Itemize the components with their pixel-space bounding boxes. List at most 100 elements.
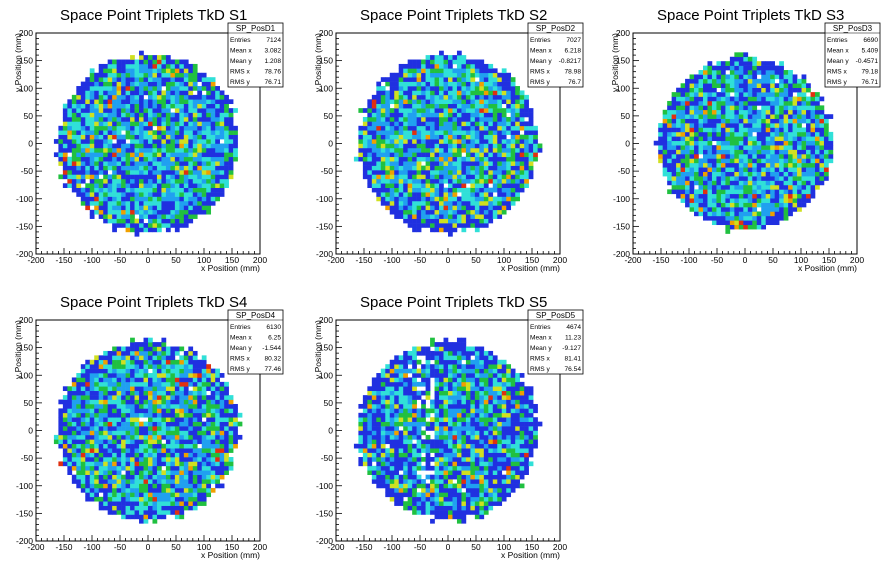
heatmap-cell — [774, 74, 780, 80]
heatmap-cell — [94, 103, 100, 109]
heatmap-cell — [71, 121, 77, 127]
heatmap-cell — [394, 147, 400, 153]
heatmap-cell — [197, 130, 203, 135]
stats-value: 1.208 — [264, 58, 281, 65]
heatmap-cell — [403, 214, 408, 219]
heatmap-cell — [801, 162, 807, 168]
heatmap-cell — [161, 426, 167, 431]
heatmap-cell — [130, 448, 135, 453]
heatmap-cell — [434, 178, 440, 184]
heatmap-cell — [107, 408, 113, 414]
heatmap-cell — [183, 165, 189, 171]
heatmap-cell — [479, 223, 485, 228]
heatmap-cell — [197, 86, 203, 91]
heatmap-cell — [174, 390, 180, 396]
heatmap-cell — [671, 171, 677, 177]
heatmap-cell — [729, 207, 735, 212]
heatmap-cell — [765, 92, 771, 97]
heatmap-cell — [139, 139, 144, 144]
heatmap-cell — [761, 127, 767, 133]
heatmap-cell — [121, 359, 126, 365]
heatmap-cell — [219, 192, 225, 197]
heatmap-cell — [815, 158, 820, 164]
heatmap-cell — [456, 77, 462, 82]
heatmap-cell — [770, 171, 775, 177]
heatmap-cell — [152, 487, 158, 493]
heatmap-cell — [452, 103, 458, 109]
heatmap-cell — [815, 171, 820, 177]
heatmap-cell — [148, 116, 153, 122]
heatmap-cell — [716, 176, 722, 181]
heatmap-cell — [80, 143, 86, 149]
heatmap-cell — [94, 99, 100, 105]
heatmap-cell — [219, 161, 225, 166]
heatmap-cell — [148, 205, 153, 211]
heatmap-cell — [403, 108, 408, 113]
heatmap-cell — [797, 176, 802, 181]
heatmap-cell — [89, 196, 95, 202]
heatmap-cell — [156, 63, 162, 69]
heatmap-cell — [89, 192, 95, 197]
heatmap-cell — [783, 83, 789, 88]
heatmap-cell — [71, 174, 77, 180]
heatmap-cell — [80, 470, 86, 475]
heatmap-cell — [362, 108, 368, 113]
y-tick-label: -150 — [16, 221, 33, 231]
heatmap-cell — [448, 139, 453, 144]
heatmap-cell — [743, 193, 749, 199]
heatmap-cell — [770, 65, 775, 71]
heatmap-cell — [461, 174, 467, 180]
heatmap-cell — [130, 426, 135, 431]
heatmap-cell — [398, 134, 404, 140]
heatmap-cell — [703, 158, 708, 164]
stats-value: 79.18 — [861, 69, 878, 76]
heatmap-cell — [439, 130, 444, 135]
heatmap-cell — [192, 68, 198, 74]
heatmap-cell — [711, 123, 717, 128]
heatmap-cell — [823, 123, 829, 128]
heatmap-cell — [470, 90, 476, 96]
heatmap-cell — [515, 90, 520, 96]
heatmap-cell — [725, 100, 731, 106]
heatmap-cell — [703, 100, 708, 106]
heatmap-cell — [519, 156, 525, 162]
heatmap-cell — [125, 408, 131, 414]
heatmap-cell — [94, 116, 100, 122]
heatmap-cell — [443, 218, 449, 224]
heatmap-cell — [403, 200, 408, 206]
heatmap-cell — [506, 174, 512, 180]
heatmap-cell — [439, 183, 444, 188]
heatmap-cell — [430, 174, 435, 180]
heatmap-cell — [143, 178, 149, 184]
heatmap-cell — [779, 158, 784, 164]
heatmap-cell — [134, 465, 140, 471]
heatmap-cell — [421, 192, 426, 197]
heatmap-cell — [376, 134, 382, 140]
heatmap-cell — [148, 161, 153, 166]
heatmap-cell — [112, 510, 117, 515]
heatmap-cell — [98, 161, 104, 166]
heatmap-cell — [107, 364, 113, 369]
heatmap-cell — [403, 209, 408, 215]
heatmap-cell — [125, 403, 131, 409]
heatmap-cell — [130, 152, 135, 158]
y-tick-label: 200 — [616, 28, 630, 38]
heatmap-cell — [188, 125, 194, 131]
heatmap-cell — [819, 118, 825, 124]
heatmap-cell — [139, 373, 144, 378]
heatmap-cell — [112, 465, 117, 471]
heatmap-cell — [765, 176, 771, 181]
heatmap-cell — [161, 200, 167, 206]
heatmap-cell — [474, 223, 480, 228]
heatmap-cell — [515, 165, 520, 171]
heatmap-cell — [819, 136, 825, 142]
heatmap-cell — [680, 100, 686, 106]
heatmap-cell — [179, 72, 185, 78]
heatmap-cell — [479, 99, 485, 105]
heatmap-cell — [756, 136, 762, 142]
heatmap-cell — [479, 205, 485, 211]
heatmap-cell — [201, 103, 207, 109]
heatmap-cell — [430, 143, 435, 149]
heatmap-cell — [761, 162, 767, 168]
heatmap-cell — [224, 94, 229, 100]
